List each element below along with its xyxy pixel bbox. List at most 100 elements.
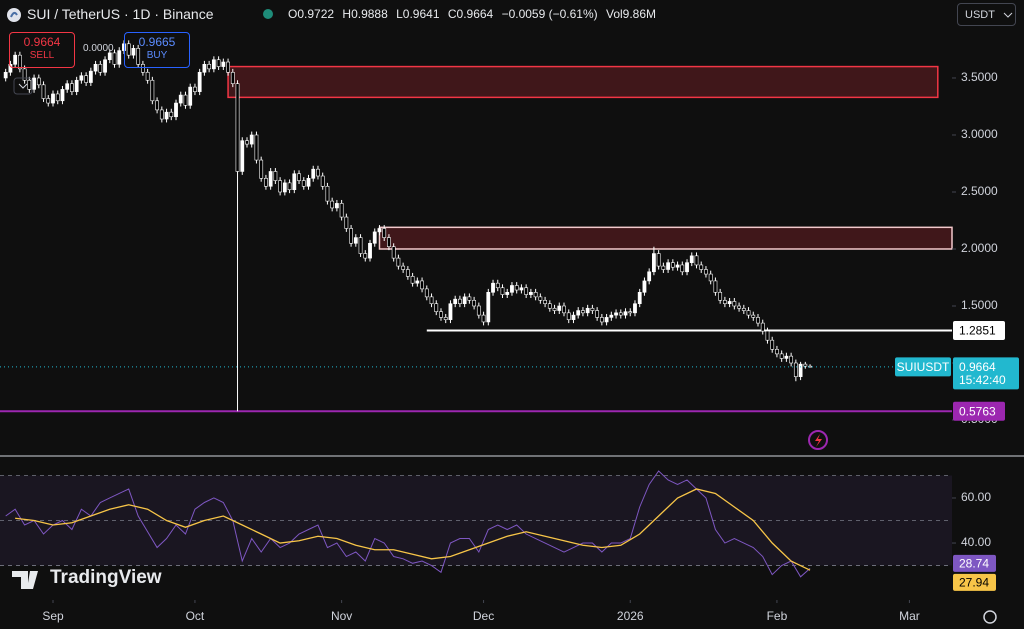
candle-body xyxy=(349,228,353,244)
candle-body xyxy=(609,314,614,318)
candle-body xyxy=(694,255,699,266)
price-badge xyxy=(953,357,1019,390)
candle-body xyxy=(453,298,458,305)
candle-body xyxy=(737,305,741,309)
candle-body xyxy=(391,246,396,259)
candle-body xyxy=(642,280,647,293)
currency-dropdown[interactable]: USDT xyxy=(957,3,1016,26)
candle-body xyxy=(254,134,259,161)
candle-body xyxy=(382,228,387,238)
symbol-icon xyxy=(7,8,21,22)
candle-body xyxy=(150,79,155,102)
legend-key: Vol xyxy=(605,7,623,21)
candle-body xyxy=(770,339,775,350)
candle-body xyxy=(585,307,590,314)
candle-body xyxy=(528,292,533,295)
candle-body xyxy=(633,303,637,314)
ohlc-legend: O0.9722 H0.9888 L0.9641 C0.9664 −0.0059 … xyxy=(288,7,656,21)
candle-body xyxy=(216,59,221,67)
candle-body xyxy=(169,111,174,118)
sell-button[interactable]: 0.9664 SELL xyxy=(9,32,75,68)
candle-body xyxy=(727,301,732,305)
candle-body xyxy=(297,173,301,181)
symbol-icon-mark xyxy=(10,11,18,18)
candle-body xyxy=(126,43,131,56)
candle-body xyxy=(405,269,410,277)
candle-body xyxy=(387,237,391,248)
candle-body xyxy=(273,171,278,181)
candle-body xyxy=(368,242,372,259)
candle-body xyxy=(3,71,8,79)
rsi-pane xyxy=(0,457,952,600)
candle-body xyxy=(159,109,164,120)
candle-body xyxy=(547,303,552,309)
candle-body xyxy=(467,296,472,301)
candle-body xyxy=(576,310,581,316)
candle-body xyxy=(741,307,746,311)
candle-body xyxy=(230,71,235,84)
candle-body xyxy=(27,79,32,90)
candle-body xyxy=(70,83,74,92)
candle-body xyxy=(519,287,524,291)
candle-body xyxy=(140,63,145,73)
candle-body xyxy=(429,296,434,305)
candle-body xyxy=(448,303,453,320)
candle-body xyxy=(722,299,727,305)
candle-body xyxy=(202,63,207,73)
legend-value: 0.9888 xyxy=(351,7,388,21)
candle-body xyxy=(36,77,41,86)
candle-body xyxy=(505,292,510,295)
candle-body xyxy=(353,237,358,244)
symbol-badge xyxy=(895,357,951,377)
alert-icon[interactable] xyxy=(808,430,828,450)
candle-body xyxy=(765,330,770,341)
candle-body xyxy=(779,353,784,359)
y-tick-label: 3.5000 xyxy=(961,70,998,84)
candle-body xyxy=(562,305,566,314)
candle-body xyxy=(65,83,70,90)
candle-body xyxy=(17,54,22,70)
candle-body xyxy=(174,102,178,118)
candle-body xyxy=(122,43,126,51)
legend-key: L xyxy=(396,7,403,21)
rsi-y-tick-label: 60.00 xyxy=(961,490,991,504)
candle-body xyxy=(775,349,779,355)
candle-body xyxy=(557,305,562,311)
candle-body xyxy=(713,280,718,293)
candle-body xyxy=(211,59,216,70)
rsi-badge xyxy=(953,554,996,572)
settings-icon[interactable] xyxy=(983,610,997,624)
candle-body xyxy=(708,273,713,282)
candle-body xyxy=(533,292,538,298)
dropdown-icon xyxy=(1003,12,1013,18)
y-tick-label: 2.0000 xyxy=(961,241,998,255)
supply-zone xyxy=(378,226,953,250)
candle-body xyxy=(278,180,283,193)
legend-key: O xyxy=(288,7,298,21)
candle-body xyxy=(420,280,424,290)
legend-value: 9.86M xyxy=(622,7,657,21)
candle-body xyxy=(282,182,287,193)
candle-body xyxy=(410,276,415,284)
candle-body xyxy=(424,288,429,298)
candle-body xyxy=(268,171,273,187)
candle-body xyxy=(221,61,226,67)
candle-body xyxy=(443,317,448,320)
collapse-button[interactable] xyxy=(13,77,33,95)
candle-body xyxy=(543,299,547,305)
candle-body xyxy=(377,228,382,233)
rsi-ma-line xyxy=(15,488,811,571)
legend-change: −0.0059 (−0.61%) xyxy=(501,7,598,21)
x-tick-label: Oct xyxy=(186,609,205,623)
candle-body xyxy=(595,310,600,318)
candle-body xyxy=(103,59,107,73)
candle-body xyxy=(311,168,316,179)
buy-button[interactable]: 0.9665 BUY xyxy=(124,32,190,68)
candle-body xyxy=(74,79,79,92)
candle-body xyxy=(481,314,486,323)
y-tick-label: 1.5000 xyxy=(961,298,998,312)
supply-zone xyxy=(227,65,939,99)
candle-body xyxy=(798,363,803,377)
logo-icon xyxy=(12,571,38,589)
candle-body xyxy=(476,305,481,316)
